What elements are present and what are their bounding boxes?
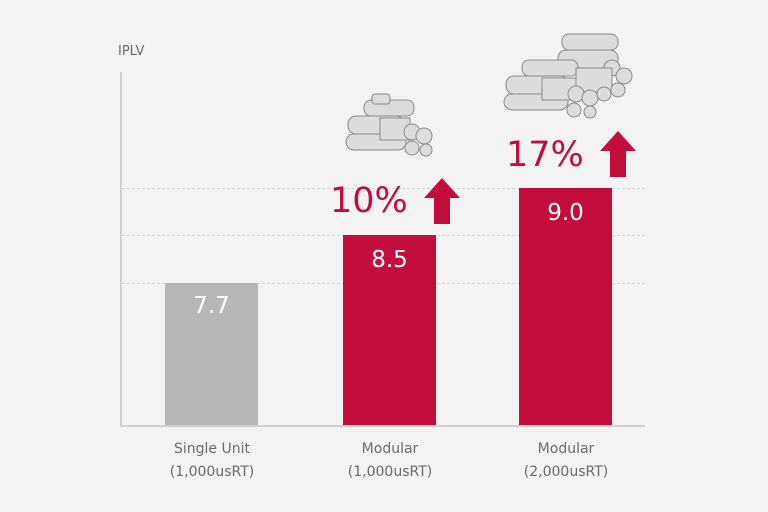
category-line2: (1,000usRT): [347, 464, 433, 480]
category-line1: Single Unit: [174, 441, 250, 457]
y-axis-line: [120, 72, 122, 427]
bar-value: 9.0: [547, 200, 584, 226]
up-arrow-icon: [600, 131, 636, 177]
increase-label: 10%: [330, 181, 408, 221]
bar-modular-2000: 9.0: [519, 188, 612, 426]
modular-chiller-pair-icon: [503, 33, 633, 119]
modular-chiller-icon: [345, 93, 433, 157]
x-axis-line: [120, 425, 645, 427]
category-line1: Modular: [537, 441, 595, 457]
y-axis-label: IPLV: [118, 44, 145, 59]
category-line2: (2,000usRT): [523, 464, 609, 480]
category-label: Modular (1,000usRT): [320, 438, 460, 484]
increase-label: 17%: [506, 135, 584, 175]
category-label: Single Unit (1,000usRT): [142, 438, 282, 484]
bar-value: 7.7: [193, 293, 230, 319]
bar-value: 8.5: [371, 247, 408, 273]
bar-single-unit: 7.7: [165, 283, 258, 426]
category-line1: Modular: [361, 441, 419, 457]
category-line2: (1,000usRT): [169, 464, 255, 480]
category-label: Modular (2,000usRT): [496, 438, 636, 484]
up-arrow-icon: [424, 178, 460, 224]
bar-modular-1000: 8.5: [343, 235, 436, 426]
gridline: [122, 188, 645, 189]
